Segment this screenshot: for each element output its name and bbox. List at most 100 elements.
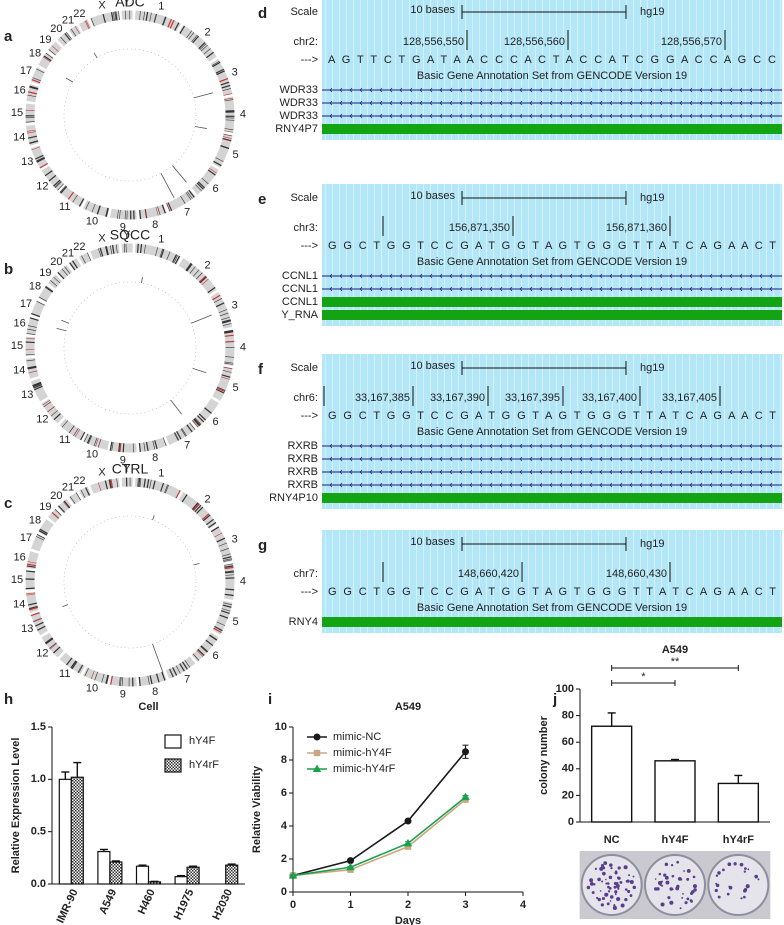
cytoband bbox=[179, 25, 186, 34]
colony bbox=[722, 868, 725, 872]
signal-line bbox=[172, 165, 187, 183]
chromosome-label: 3 bbox=[232, 300, 238, 312]
y-tick-label: 0.5 bbox=[31, 826, 46, 838]
cytoband bbox=[224, 362, 234, 365]
annotation-title: Basic Gene Annotation Set from GENCODE V… bbox=[417, 602, 687, 614]
cytoband bbox=[26, 333, 36, 336]
cytoband bbox=[111, 441, 114, 451]
cytoband bbox=[26, 592, 36, 595]
bar bbox=[717, 782, 760, 823]
cytoband bbox=[26, 570, 36, 573]
cytoband bbox=[86, 434, 92, 444]
cytoband bbox=[220, 144, 230, 149]
cytoband bbox=[202, 514, 211, 522]
cytoband bbox=[81, 255, 86, 264]
y-axis-label: colony number bbox=[538, 715, 550, 795]
cytoband bbox=[221, 84, 231, 89]
chromosome-label: 8 bbox=[152, 219, 158, 231]
cytoband bbox=[153, 13, 157, 23]
signal-line bbox=[192, 368, 207, 374]
cytoband bbox=[155, 206, 159, 216]
cytoband bbox=[27, 366, 37, 370]
signal-line bbox=[193, 562, 200, 566]
cytoband bbox=[38, 296, 47, 302]
cytoband bbox=[205, 639, 214, 647]
colony bbox=[679, 907, 682, 910]
chromosome-label: 18 bbox=[29, 48, 41, 60]
colony bbox=[653, 887, 658, 891]
track-bar bbox=[322, 124, 782, 134]
strand: ---> bbox=[301, 586, 318, 598]
colony bbox=[591, 891, 595, 895]
signal-line bbox=[170, 399, 183, 415]
cytoband bbox=[206, 518, 214, 526]
cytoband bbox=[120, 677, 122, 687]
colony bbox=[747, 868, 750, 871]
colony bbox=[629, 879, 634, 885]
coord-label: 156,871,350 bbox=[449, 222, 510, 234]
cytoband bbox=[160, 482, 165, 492]
colony bbox=[682, 892, 684, 895]
cytoband bbox=[191, 502, 199, 510]
scale-label: Scale bbox=[290, 362, 318, 374]
chromosome-ideogram bbox=[38, 519, 54, 537]
chromosome-label: 21 bbox=[62, 481, 74, 493]
cytoband bbox=[173, 432, 179, 441]
cytoband bbox=[186, 30, 193, 39]
cytoband bbox=[58, 505, 66, 513]
colony bbox=[599, 890, 602, 892]
colony bbox=[602, 871, 606, 876]
chromosome-label: 21 bbox=[62, 247, 74, 259]
chromosome-label: 18 bbox=[29, 281, 41, 293]
bar bbox=[654, 760, 696, 823]
cytoband bbox=[174, 432, 180, 441]
cytoband bbox=[36, 156, 45, 162]
cytoband bbox=[36, 68, 45, 74]
cytoband bbox=[169, 19, 175, 29]
colony bbox=[606, 893, 609, 896]
track-label: RNY4P7 bbox=[275, 123, 318, 135]
cytoband bbox=[96, 205, 101, 215]
cytoband bbox=[172, 667, 178, 676]
legend-label: mimic-hY4F bbox=[333, 747, 392, 759]
significance-label: ** bbox=[671, 656, 680, 668]
signal-line bbox=[194, 126, 207, 129]
cytoband bbox=[27, 135, 38, 139]
cytoband bbox=[138, 477, 141, 487]
cytoband bbox=[109, 245, 113, 255]
cytoband bbox=[29, 140, 39, 144]
significance-label: * bbox=[641, 671, 646, 683]
colony bbox=[626, 879, 630, 883]
cytoband bbox=[162, 16, 167, 26]
chromosome-label: 19 bbox=[39, 501, 51, 513]
cytoband bbox=[196, 182, 204, 190]
cytoband bbox=[213, 627, 222, 634]
cytoband bbox=[222, 136, 232, 139]
colony bbox=[624, 898, 628, 902]
cytoband bbox=[119, 676, 121, 686]
track-label: WDR33 bbox=[279, 84, 318, 96]
cytoband bbox=[186, 263, 193, 272]
colony bbox=[686, 877, 690, 881]
coord-label: 156,871,360 bbox=[606, 222, 667, 234]
colony bbox=[617, 876, 621, 880]
bar bbox=[58, 778, 72, 885]
marker bbox=[404, 843, 412, 850]
colony bbox=[613, 904, 616, 907]
panel-letter: d bbox=[258, 5, 267, 22]
coord-label: 33,167,405 bbox=[662, 392, 717, 404]
cytoband bbox=[50, 280, 58, 287]
chromosome-label: 2 bbox=[205, 494, 211, 506]
cytoband bbox=[57, 183, 64, 191]
cytoband bbox=[139, 209, 142, 220]
error-bar bbox=[73, 761, 82, 778]
chromosome-ideogram bbox=[83, 200, 110, 218]
colony bbox=[593, 883, 596, 886]
x-tick-label: 3 bbox=[462, 899, 468, 911]
cytoband bbox=[65, 32, 72, 40]
chromosome-ideogram bbox=[210, 58, 233, 96]
cytoband bbox=[74, 429, 81, 438]
colony bbox=[623, 865, 628, 870]
cytoband bbox=[53, 179, 61, 187]
chromosome-ideogram bbox=[138, 204, 167, 220]
